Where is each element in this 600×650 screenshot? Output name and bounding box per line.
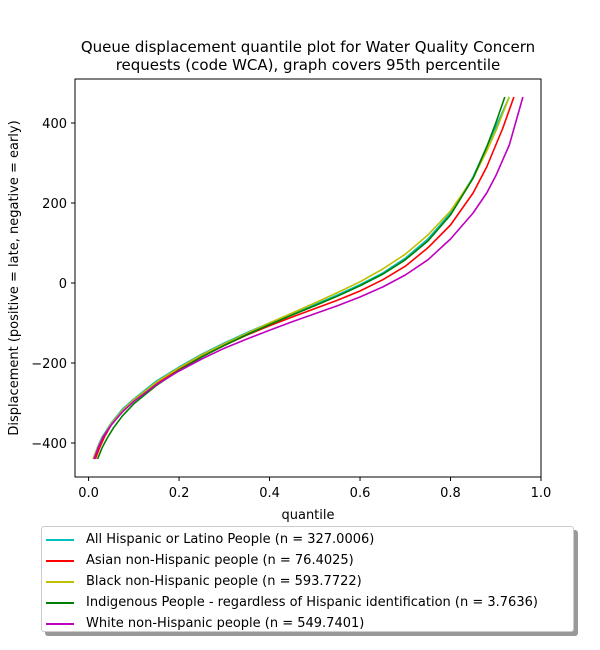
series-line-3 [92,96,511,460]
x-tick-label: 0.8 [440,486,461,501]
legend-item: Indigenous People - regardless of Hispan… [42,592,573,613]
x-tick-label: 1.0 [531,486,552,501]
x-axis: 0.0 0.2 0.4 0.6 0.8 1.0 [78,477,551,501]
legend-swatch [46,559,74,562]
legend-item: Asian non-Hispanic people (n = 76.4025) [42,550,573,571]
x-tick-label: 0.4 [259,486,280,501]
x-tick-label: 0.0 [78,486,99,501]
legend-label: White non-Hispanic people (n = 549.7401) [86,616,365,631]
y-tick-label: −400 [31,437,67,452]
series-line-4 [96,96,506,460]
legend-swatch [46,538,74,541]
chart-title: Queue displacement quantile plot for Wat… [81,38,535,74]
chart-title-line-2: requests (code WCA), graph covers 95th p… [116,56,501,74]
x-tick-label: 0.6 [350,486,371,501]
y-axis: −400 −200 0 200 400 [31,117,75,452]
y-tick-label: 400 [42,117,67,132]
legend-swatch [46,622,74,625]
series-layer [92,96,524,460]
legend-item: White non-Hispanic people (n = 549.7401) [42,613,573,634]
y-axis-label: Displacement (positive = late, negative … [7,120,22,435]
y-tick-label: −200 [31,357,67,372]
legend-swatch [46,580,74,583]
plot-frame [74,78,542,478]
legend: All Hispanic or Latino People (n = 327.0… [41,526,574,632]
legend-label: Black non-Hispanic people (n = 593.7722) [86,574,362,589]
legend-swatch [46,601,74,604]
y-tick-label: 0 [59,277,67,292]
legend-label: All Hispanic or Latino People (n = 327.0… [86,532,375,547]
legend-item: All Hispanic or Latino People (n = 327.0… [42,529,573,550]
series-line-1 [92,96,511,460]
series-line-5 [93,96,524,460]
chart-title-line-1: Queue displacement quantile plot for Wat… [81,38,535,56]
legend-item: Black non-Hispanic people (n = 593.7722) [42,571,573,592]
x-axis-label: quantile [281,508,334,523]
legend-label: Indigenous People - regardless of Hispan… [86,595,538,610]
legend-label: Asian non-Hispanic people (n = 76.4025) [86,553,354,568]
series-line-2 [94,96,515,460]
y-tick-label: 200 [42,197,67,212]
x-tick-label: 0.2 [169,486,190,501]
